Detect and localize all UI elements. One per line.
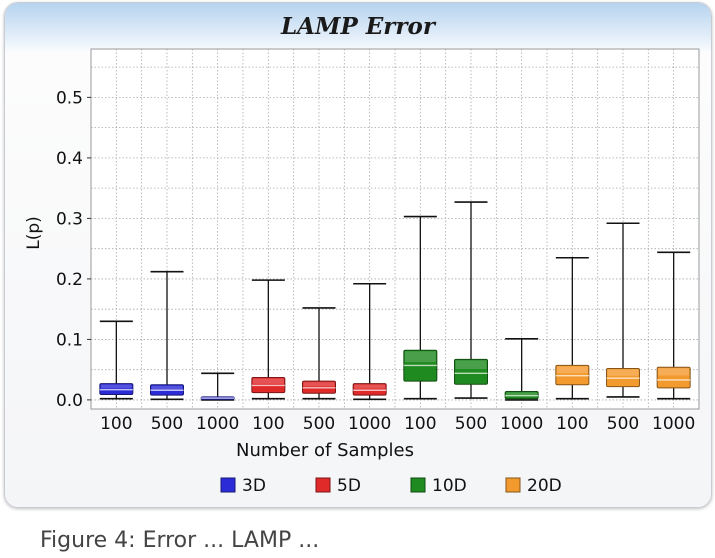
box-5D-500 [302,307,336,400]
box-20D-1000 [656,251,691,400]
legend-swatch-5D [315,477,331,493]
legend-label-20D: 20D [527,476,562,496]
box-highlight [100,384,132,389]
y-axis-label: L(p) [24,216,44,250]
box-3D-500 [150,270,184,401]
title-band [5,3,711,51]
x-tick-label: 1000 [348,414,391,434]
box-highlight [658,368,690,376]
legend-label-3D: 3D [242,476,266,496]
box-5D-100 [251,279,286,400]
x-tick-label: 500 [607,414,639,434]
x-tick-label: 100 [252,414,284,434]
x-axis-label: Number of Samples [236,440,414,461]
box-10D-1000 [504,338,539,401]
legend-swatch-3D [220,477,236,493]
x-tick-label: 1000 [196,414,239,434]
legend-label-10D: 10D [432,476,467,496]
y-tick-label: 0.2 [56,270,83,290]
chart-title: LAMP Error [280,13,435,40]
chart-panel: LAMP Error 0.0 0.1 0.2 0.3 0.4 0.5 L(p) 100 500 1… [4,2,712,508]
box-plot-chart: 0.0 0.1 0.2 0.3 0.4 0.5 L(p) 100 500 1000 100 500 10… [24,48,700,496]
box-highlight [303,382,335,387]
x-tick-label: 500 [303,414,335,434]
box-highlight [354,384,386,389]
box-highlight [506,392,538,395]
box-highlight [404,351,436,363]
x-tick-label: 500 [455,414,487,434]
legend-label-5D: 5D [337,476,361,496]
plot-border [90,48,700,410]
box-highlight [607,369,639,376]
legend-swatch-10D [410,477,426,493]
x-tick-label: 1000 [652,414,695,434]
x-tick-label: 1000 [500,414,543,434]
grid-lines [90,49,700,409]
legend-swatch-20D [505,477,521,493]
box-3D-100 [99,320,134,400]
y-tick-label: 0.3 [56,209,83,229]
box-3D-1000 [200,372,235,401]
y-tick-label: 0.4 [56,149,83,169]
box-highlight [556,366,588,374]
y-tick-label: 0.0 [56,391,83,411]
x-tick-label: 100 [404,414,436,434]
box-20D-500 [606,222,640,398]
box-highlight [455,360,487,370]
box-5D-1000 [352,282,387,401]
figure-caption-fragment: Figure 4: Error ... LAMP ... [40,528,320,553]
box-10D-500 [454,201,488,399]
x-tick-label: 100 [556,414,588,434]
box-highlight [151,385,183,390]
x-tick-label: 500 [151,414,183,434]
y-tick-label: 0.1 [56,330,83,350]
box-highlight [252,378,284,384]
y-tick-label: 0.5 [56,88,83,108]
box-20D-100 [555,256,590,400]
x-tick-label: 100 [100,414,132,434]
box-10D-100 [403,215,438,400]
